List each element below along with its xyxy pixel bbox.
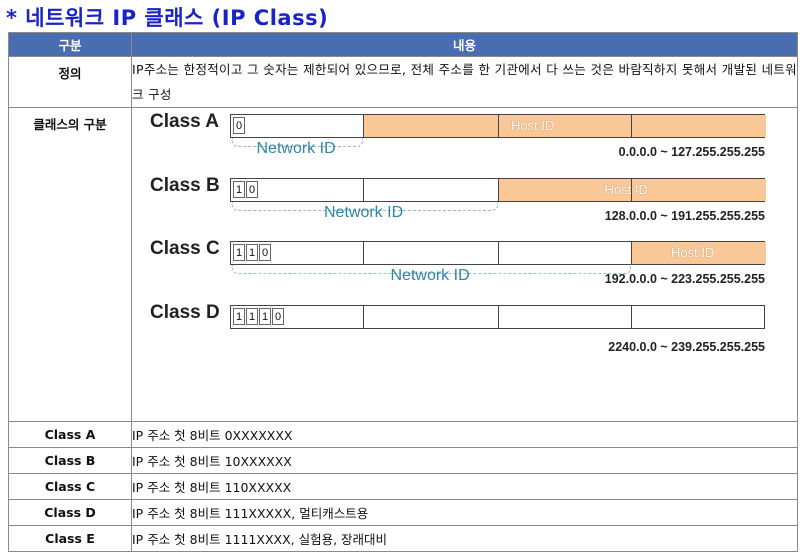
- class-b-bit-2: 0: [246, 181, 258, 198]
- class-a-octet-3: [499, 115, 632, 137]
- class-b-octet-2: [364, 179, 499, 201]
- header-content: 내용: [131, 32, 798, 57]
- class-d-bit-2: 1: [246, 308, 258, 325]
- class-b-network-id-label: Network ID: [324, 204, 404, 221]
- row-text-class-a: IP 주소 첫 8비트 0XXXXXXX: [131, 421, 798, 448]
- ip-class-table: 구분 내용 정의 IP주소는 한정적이고 그 숫자는 제한되어 있으므로, 전체…: [8, 32, 798, 552]
- class-c-bit-3: 0: [259, 244, 271, 261]
- class-a-address-bar: 0: [230, 114, 766, 138]
- class-a-name: Class A: [150, 111, 219, 132]
- class-a-bit-1: 0: [233, 117, 245, 134]
- class-d-bit-3: 1: [259, 308, 271, 325]
- class-a-octet-2: [364, 115, 499, 137]
- class-d-bit-4: 0: [272, 308, 284, 325]
- class-c-bit-1: 1: [233, 244, 245, 261]
- class-b-octet-4: [632, 179, 766, 201]
- class-d-octet-3: [499, 306, 632, 328]
- class-b-bit-1: 1: [233, 181, 245, 198]
- header-category: 구분: [8, 32, 132, 57]
- definition-label: 정의: [8, 56, 132, 108]
- row-text-class-d: IP 주소 첫 8비트 111XXXXX, 멀티캐스트용: [131, 499, 798, 526]
- row-label-class-c: Class C: [8, 473, 132, 500]
- class-b-name: Class B: [150, 175, 220, 196]
- class-d-octet-1: [231, 306, 364, 328]
- class-d-octet-2: [364, 306, 499, 328]
- class-c-host-id-label: Host ID: [671, 245, 715, 260]
- class-b-octet-3: [499, 179, 632, 201]
- class-c-network-bracket: [232, 265, 631, 274]
- definition-text: IP주소는 한정적이고 그 숫자는 제한되어 있으므로, 전체 주소를 한 기관…: [131, 56, 798, 108]
- class-c-network-id-label: Network ID: [390, 267, 470, 284]
- class-c-octet-3: [499, 242, 632, 264]
- class-c-octet-4: [632, 242, 766, 264]
- class-a-host-id-label: Host ID: [511, 118, 555, 133]
- class-a-octet-1: [231, 115, 364, 137]
- class-a-octet-4: [632, 115, 766, 137]
- row-label-class-b: Class B: [8, 447, 132, 474]
- class-c-octet-2: [364, 242, 499, 264]
- class-d-name: Class D: [150, 302, 220, 323]
- page-title: * 네트워크 IP 클래스 (IP Class): [6, 6, 329, 30]
- row-text-class-c: IP 주소 첫 8비트 110XXXXX: [131, 473, 798, 500]
- class-a-network-bracket: [232, 138, 363, 147]
- class-a-network-id-label: Network ID: [256, 140, 336, 157]
- class-b-host-id-label: Host ID: [604, 182, 648, 197]
- class-diagram-cell: Class A 0 Host ID Network ID 0.0.0.0 ~ 127.2…: [131, 107, 798, 422]
- class-c-octet-1: [231, 242, 364, 264]
- class-b-octet-1: [231, 179, 364, 201]
- classes-label: 클래스의 구분: [8, 107, 132, 422]
- row-label-class-a: Class A: [8, 421, 132, 448]
- page: * 네트워크 IP 클래스 (IP Class) 구분 내용 정의 IP주소는 …: [6, 6, 798, 552]
- class-b-network-bracket: [232, 202, 498, 211]
- class-d-octet-4: [632, 306, 766, 328]
- class-d-bit-1: 1: [233, 308, 245, 325]
- row-label-class-e: Class E: [8, 525, 132, 552]
- class-d-range: 2240.0.0 ~ 239.255.255.255: [608, 340, 765, 354]
- row-text-class-b: IP 주소 첫 8비트 10XXXXXX: [131, 447, 798, 474]
- class-c-range: 192.0.0.0 ~ 223.255.255.255: [604, 272, 765, 286]
- class-diagram: Class A 0 Host ID Network ID 0.0.0.0 ~ 127.2…: [132, 108, 797, 421]
- class-c-bit-2: 1: [246, 244, 258, 261]
- class-a-range: 0.0.0.0 ~ 127.255.255.255: [618, 145, 765, 159]
- row-text-class-e: IP 주소 첫 8비트 1111XXXX, 실험용, 장래대비: [131, 525, 798, 552]
- row-label-class-d: Class D: [8, 499, 132, 526]
- class-b-range: 128.0.0.0 ~ 191.255.255.255: [604, 209, 765, 223]
- class-c-name: Class C: [150, 238, 220, 259]
